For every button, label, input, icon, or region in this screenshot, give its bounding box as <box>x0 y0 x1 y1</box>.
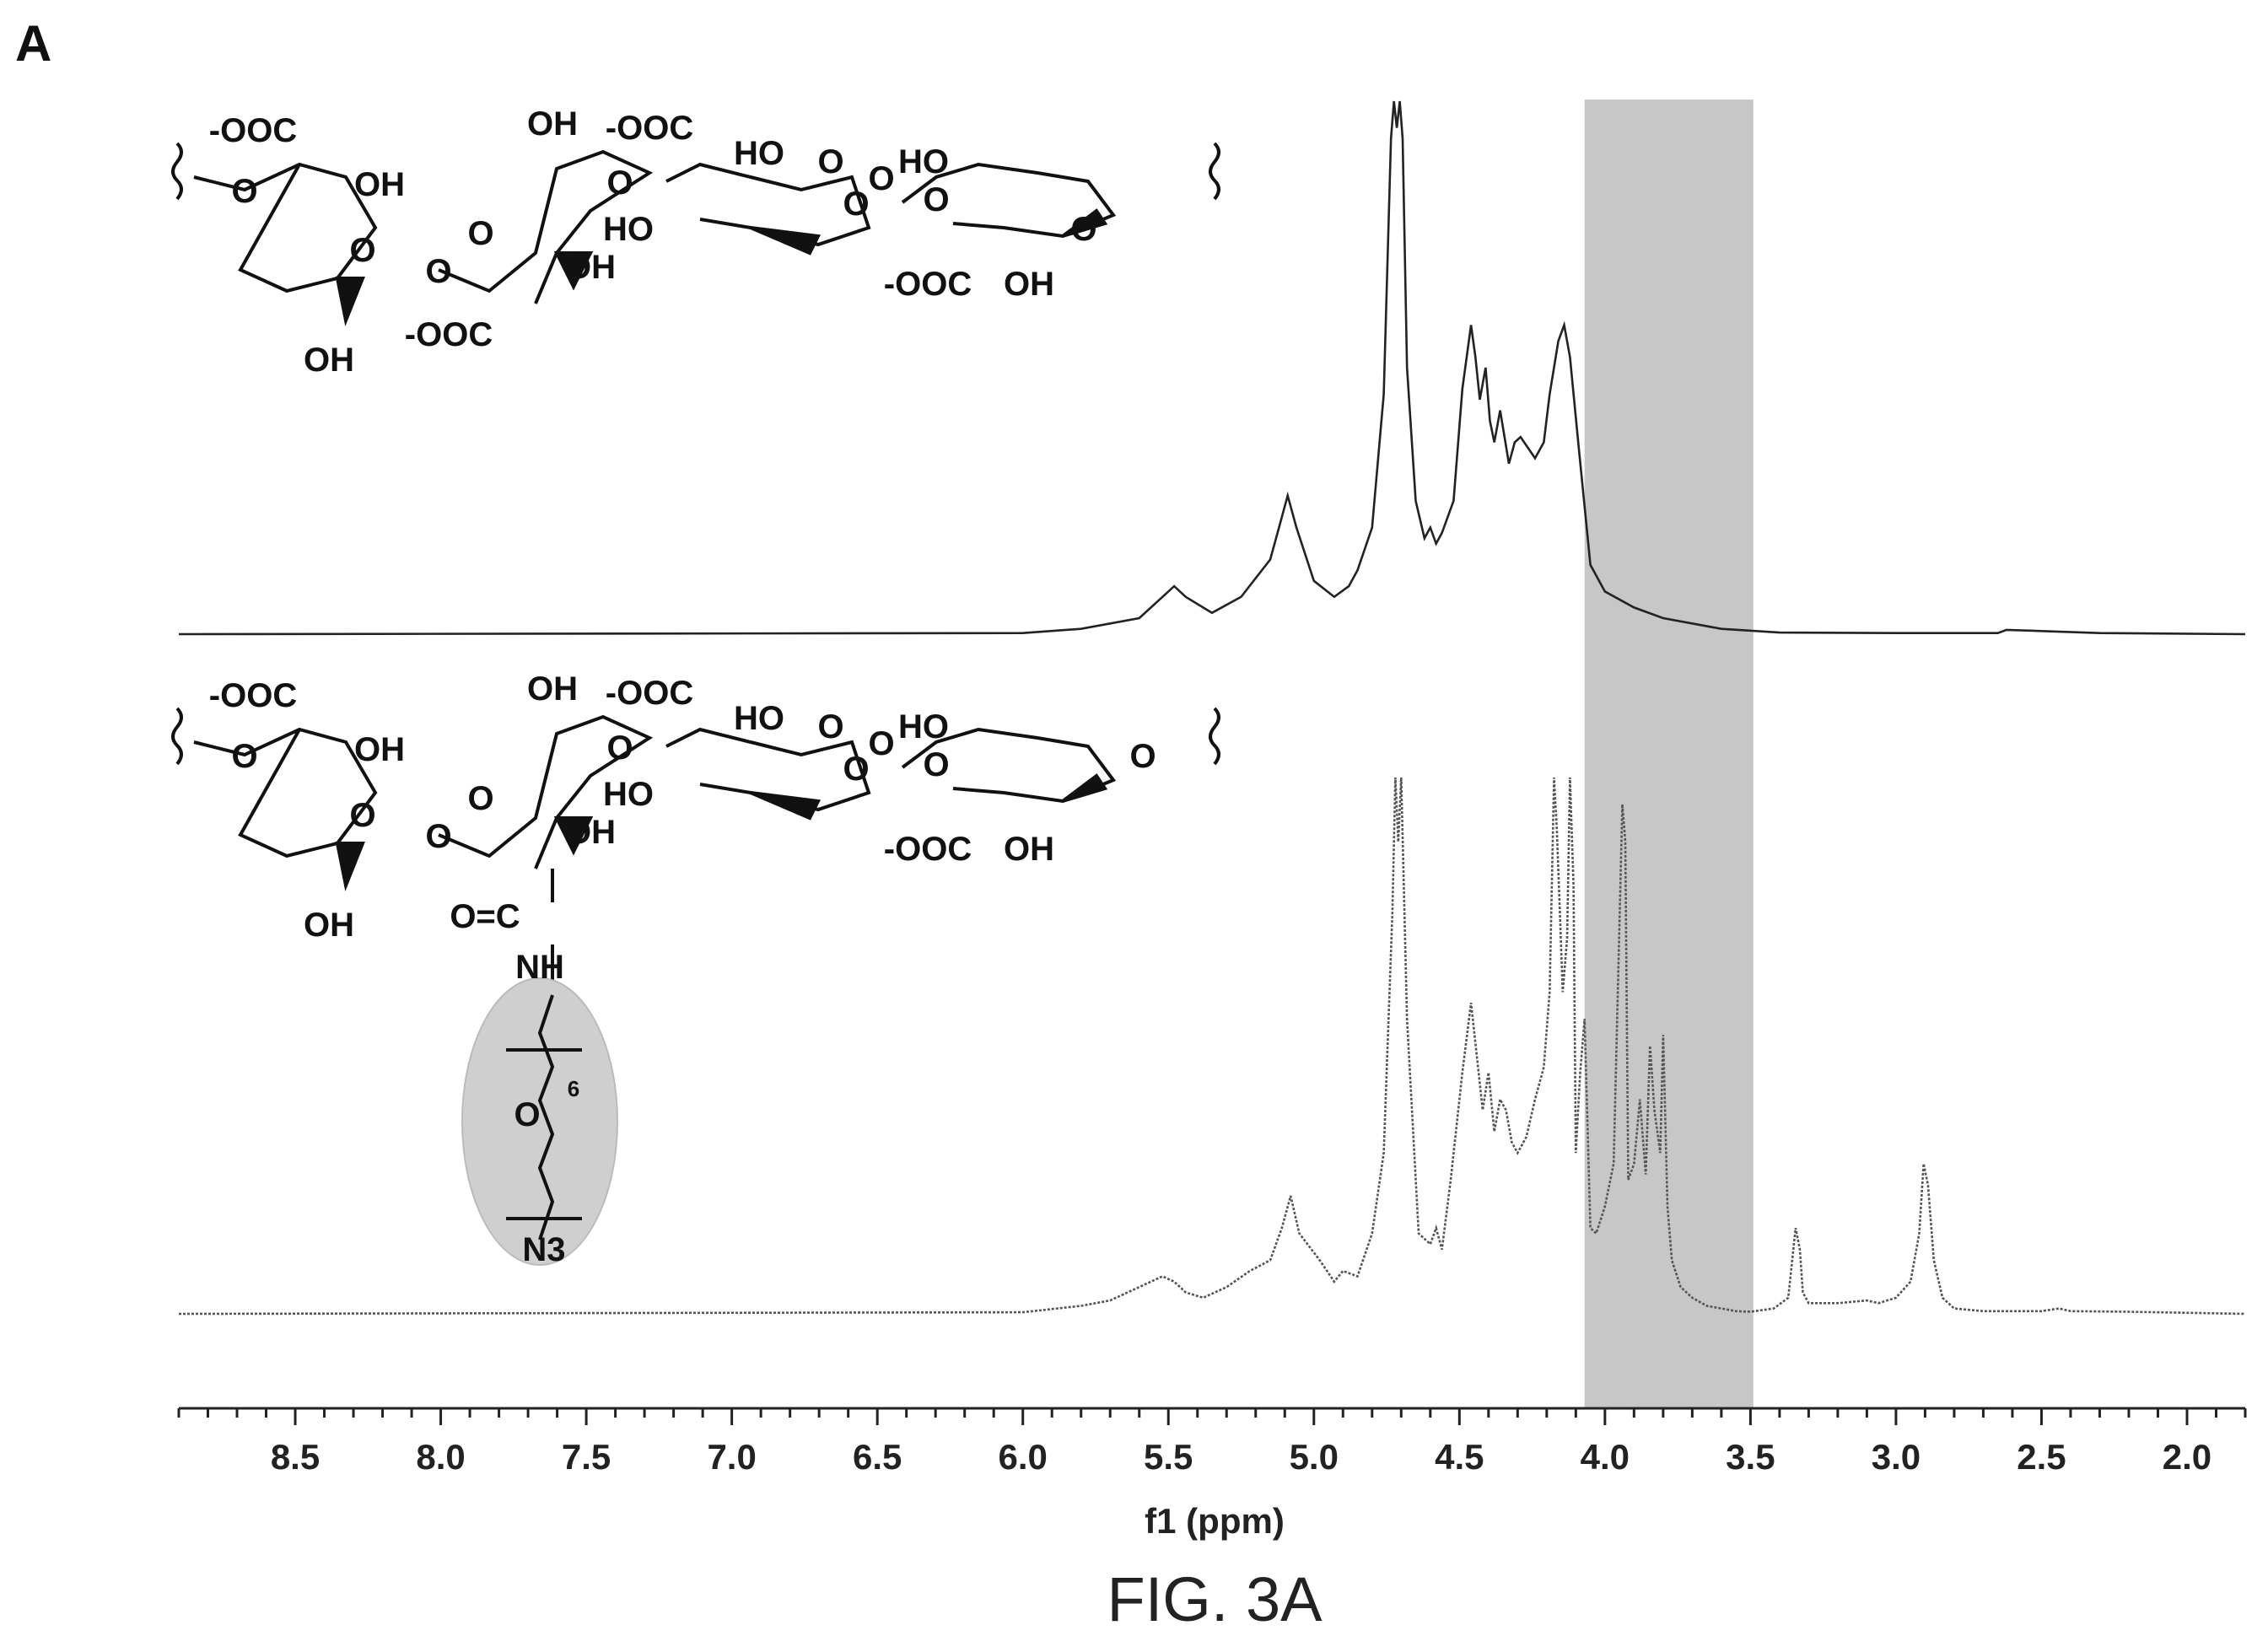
x-tick-label: 6.5 <box>853 1437 902 1477</box>
atom-label: OH <box>565 249 616 286</box>
atom-label: OH <box>304 907 354 944</box>
atom-label: -OOC <box>209 112 297 149</box>
figure-caption: FIG. 3A <box>1107 1564 1323 1634</box>
sugar-ring <box>438 714 654 869</box>
x-tick-label: 5.0 <box>1290 1437 1339 1477</box>
x-tick-labels: 8.5 8.0 7.5 7.0 6.5 6.0 5.5 5.0 4.5 4.0 3.5 3.0 2.5 2… <box>271 1437 2211 1477</box>
atom-label: OH <box>527 670 578 708</box>
atom-label: O <box>349 797 375 834</box>
x-tick-label: 3.0 <box>1872 1437 1921 1477</box>
atom-label: O <box>1129 738 1156 775</box>
x-tick-label: 4.0 <box>1581 1437 1630 1477</box>
x-tick-label: 4.5 <box>1435 1437 1484 1477</box>
atom-label: HO <box>734 700 784 737</box>
sugar-ring <box>193 162 378 293</box>
atom-label: OH <box>304 342 354 379</box>
spectrum-top-line <box>178 100 2246 636</box>
atom-label: 6 <box>568 1076 579 1101</box>
atom-label: O <box>425 253 451 290</box>
atom-label: O <box>923 181 949 218</box>
wedge-bond <box>335 277 365 326</box>
wedge-bond <box>1061 208 1108 238</box>
wavy-bond-icon <box>171 707 183 766</box>
atom-label: O <box>606 164 633 202</box>
atom-label: -OOC <box>209 677 297 714</box>
atom-label: HO <box>603 776 654 813</box>
atom-label: O <box>349 232 375 269</box>
atom-label: O=C <box>450 898 520 935</box>
atom-label: O <box>231 173 257 210</box>
sugar-ring <box>193 727 378 858</box>
structure-top-alginate <box>171 142 1220 326</box>
x-axis-title: f1 (ppm) <box>1145 1501 1285 1541</box>
x-tick-label: 3.5 <box>1726 1437 1775 1477</box>
wavy-bond-icon <box>1209 707 1220 766</box>
x-ticks <box>177 1408 2247 1425</box>
atom-label: NH <box>515 949 564 986</box>
wedge-bond <box>335 842 365 891</box>
x-tick-label: 8.0 <box>416 1437 465 1477</box>
x-tick-label: 2.0 <box>2163 1437 2211 1477</box>
x-tick-label: 7.0 <box>707 1437 756 1477</box>
atom-label: OH <box>565 814 616 851</box>
atom-label: OH <box>1004 831 1054 868</box>
wedge-bond <box>1061 773 1108 803</box>
atom-label: O <box>868 160 894 197</box>
atom-label: O <box>817 143 843 180</box>
wedge-bond <box>750 226 822 256</box>
atom-label: O <box>843 751 869 788</box>
atom-label: O <box>843 186 869 223</box>
atom-label: OH <box>1004 266 1054 303</box>
atom-label: HO <box>734 135 784 172</box>
atom-label: OH <box>527 105 578 143</box>
wavy-bond-icon <box>171 142 183 201</box>
x-axis: 8.5 8.0 7.5 7.0 6.5 6.0 5.5 5.0 4.5 4.0 3.5 3.0 2.5 2… <box>177 1407 2247 1477</box>
atom-label: OH <box>354 731 405 768</box>
wedge-bond <box>750 791 822 821</box>
atom-label: N3 <box>522 1231 565 1268</box>
sugar-ring <box>901 162 1117 239</box>
x-tick-label: 2.5 <box>2017 1437 2066 1477</box>
atom-label: -OOC <box>606 675 693 712</box>
x-tick-label: 7.5 <box>562 1437 611 1477</box>
atom-label: -OOC <box>884 831 972 868</box>
atom-label: HO <box>603 211 654 248</box>
atom-label: O <box>1070 211 1096 248</box>
spectrum-bottom-line <box>178 777 2246 1316</box>
atom-label: O <box>467 780 493 817</box>
atom-label: HO <box>898 708 949 745</box>
peg-chain <box>506 994 582 1240</box>
atom-label: -OOC <box>405 316 493 353</box>
atom-label: -OOC <box>884 266 972 303</box>
peg-chain-bonds <box>537 994 555 1240</box>
atom-label: O <box>868 725 894 762</box>
atom-label: O <box>514 1096 540 1133</box>
x-tick-label: 5.5 <box>1144 1437 1193 1477</box>
wedge-bond <box>553 816 594 856</box>
atom-label: -OOC <box>606 110 693 147</box>
atom-label: O <box>425 818 451 855</box>
panel-label: A <box>15 15 51 72</box>
atom-label: O <box>923 746 949 783</box>
atom-label: O <box>606 729 633 767</box>
structure-bottom-modified-alginate <box>171 707 1220 991</box>
highlight-region <box>1584 100 1754 1408</box>
x-tick-label: 6.0 <box>999 1437 1048 1477</box>
atom-label: O <box>467 215 493 252</box>
sugar-ring <box>438 149 654 304</box>
atom-label: O <box>817 708 843 745</box>
sugar-ring <box>901 727 1117 804</box>
atom-label: O <box>231 738 257 775</box>
atom-label: HO <box>898 143 949 180</box>
atom-label: OH <box>354 166 405 203</box>
x-tick-label: 8.5 <box>271 1437 320 1477</box>
wavy-bond-icon <box>1209 142 1220 201</box>
wedge-bond <box>553 251 594 291</box>
